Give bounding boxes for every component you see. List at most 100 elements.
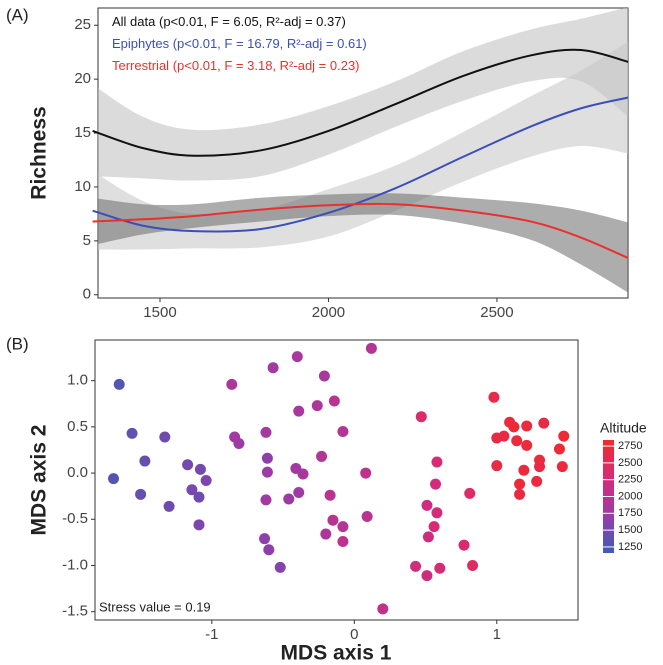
data-point xyxy=(126,427,138,439)
data-point xyxy=(139,455,151,467)
legend-entry: All data (p<0.01, F = 6.05, R²-adj = 0.3… xyxy=(112,14,346,29)
y-tick-label: 25 xyxy=(74,16,91,33)
colorbar-label: 1750 xyxy=(618,507,642,519)
x-tick-label: 1500 xyxy=(143,304,176,321)
trend-line xyxy=(92,202,629,260)
y-tick-label: 0.0 xyxy=(67,464,88,481)
data-point xyxy=(491,432,503,444)
data-point xyxy=(320,528,332,540)
x-tick-label: 0 xyxy=(350,626,358,643)
x-tick-label: -1 xyxy=(205,626,218,643)
confidence-band xyxy=(98,193,628,293)
trend-line xyxy=(92,96,629,233)
data-point xyxy=(200,474,212,486)
data-point xyxy=(194,463,206,475)
data-point xyxy=(428,521,440,533)
data-point xyxy=(261,452,273,464)
data-point xyxy=(518,464,530,476)
y-tick-label: 0 xyxy=(83,286,91,303)
y-tick-label: -1.5 xyxy=(62,603,88,620)
data-point xyxy=(377,603,389,615)
legend-stats: (p<0.01, F = 6.05, R²-adj = 0.37) xyxy=(159,14,346,29)
data-point xyxy=(556,461,568,473)
data-point xyxy=(324,489,336,501)
legend-entry: Epiphytes (p<0.01, F = 16.79, R²-adj = 0… xyxy=(112,36,367,51)
data-point xyxy=(293,486,305,498)
data-point xyxy=(431,507,443,519)
annotation: Stress value = 0.19 xyxy=(99,599,211,614)
x-tick-label: 2500 xyxy=(480,304,513,321)
data-point xyxy=(113,378,125,390)
colorbar-label: 2750 xyxy=(618,440,642,452)
legend-name: Epiphytes xyxy=(112,36,170,51)
data-point xyxy=(458,539,470,551)
colorbar-label: 1500 xyxy=(618,524,642,536)
y-tick-label: 1.0 xyxy=(67,372,88,389)
data-point xyxy=(297,468,309,480)
data-point xyxy=(193,519,205,531)
plot-frame xyxy=(94,339,579,621)
data-point xyxy=(337,425,349,437)
colorbar-label: 1250 xyxy=(618,541,642,553)
data-point xyxy=(431,456,443,468)
y-tick-label: 15 xyxy=(74,124,91,141)
legend-stats: (p<0.01, F = 3.18, R²-adj = 0.23) xyxy=(173,58,360,73)
data-point xyxy=(259,533,271,545)
y-tick-label: 0.5 xyxy=(67,418,88,435)
data-point xyxy=(421,499,433,511)
data-point xyxy=(514,488,526,500)
colorbar-label: 2250 xyxy=(618,474,642,486)
data-point xyxy=(261,466,273,478)
data-point xyxy=(361,511,373,523)
data-point xyxy=(135,488,147,500)
data-point xyxy=(531,475,543,487)
y-axis-title: MDS axis 2 xyxy=(28,425,51,536)
data-point xyxy=(488,391,500,403)
data-point xyxy=(274,561,286,573)
data-point xyxy=(267,362,279,374)
data-point xyxy=(233,437,245,449)
data-point xyxy=(159,431,171,443)
data-point xyxy=(318,370,330,382)
legend-name: All data xyxy=(112,14,156,29)
data-point xyxy=(327,514,339,526)
y-tick-label: -0.5 xyxy=(62,510,88,527)
data-point xyxy=(558,430,570,442)
y-tick-label: 20 xyxy=(74,70,91,87)
y-axis-title: Richness xyxy=(28,106,51,199)
confidence-band xyxy=(98,8,628,181)
data-point xyxy=(415,411,427,423)
data-point xyxy=(311,400,323,412)
y-tick-label: 10 xyxy=(74,178,91,195)
data-point xyxy=(467,559,479,571)
legend-stats: (p<0.01, F = 16.79, R²-adj = 0.61) xyxy=(173,36,367,51)
data-point xyxy=(410,560,422,572)
colorbar-label: 2500 xyxy=(618,457,642,469)
panel-label: (B) xyxy=(6,334,29,353)
data-point xyxy=(360,467,372,479)
colorbar-label: 2000 xyxy=(618,490,642,502)
data-point xyxy=(538,417,550,429)
data-point xyxy=(263,544,275,556)
data-point xyxy=(260,426,272,438)
x-tick-label: 1 xyxy=(493,626,501,643)
data-point xyxy=(421,570,433,582)
colorbar-title: Altitude xyxy=(600,420,647,436)
data-point xyxy=(491,460,503,472)
data-point xyxy=(508,421,520,433)
data-point xyxy=(328,395,340,407)
data-point xyxy=(260,494,272,506)
data-point xyxy=(193,491,205,503)
data-point xyxy=(511,435,523,447)
data-point xyxy=(226,378,238,390)
data-point xyxy=(365,342,377,354)
data-point xyxy=(434,562,446,574)
x-axis-title: MDS axis 1 xyxy=(281,642,392,665)
data-point xyxy=(430,478,442,490)
data-point xyxy=(291,351,303,363)
data-point xyxy=(283,493,295,505)
data-point xyxy=(534,461,546,473)
data-point xyxy=(514,478,526,490)
data-point xyxy=(422,531,434,543)
